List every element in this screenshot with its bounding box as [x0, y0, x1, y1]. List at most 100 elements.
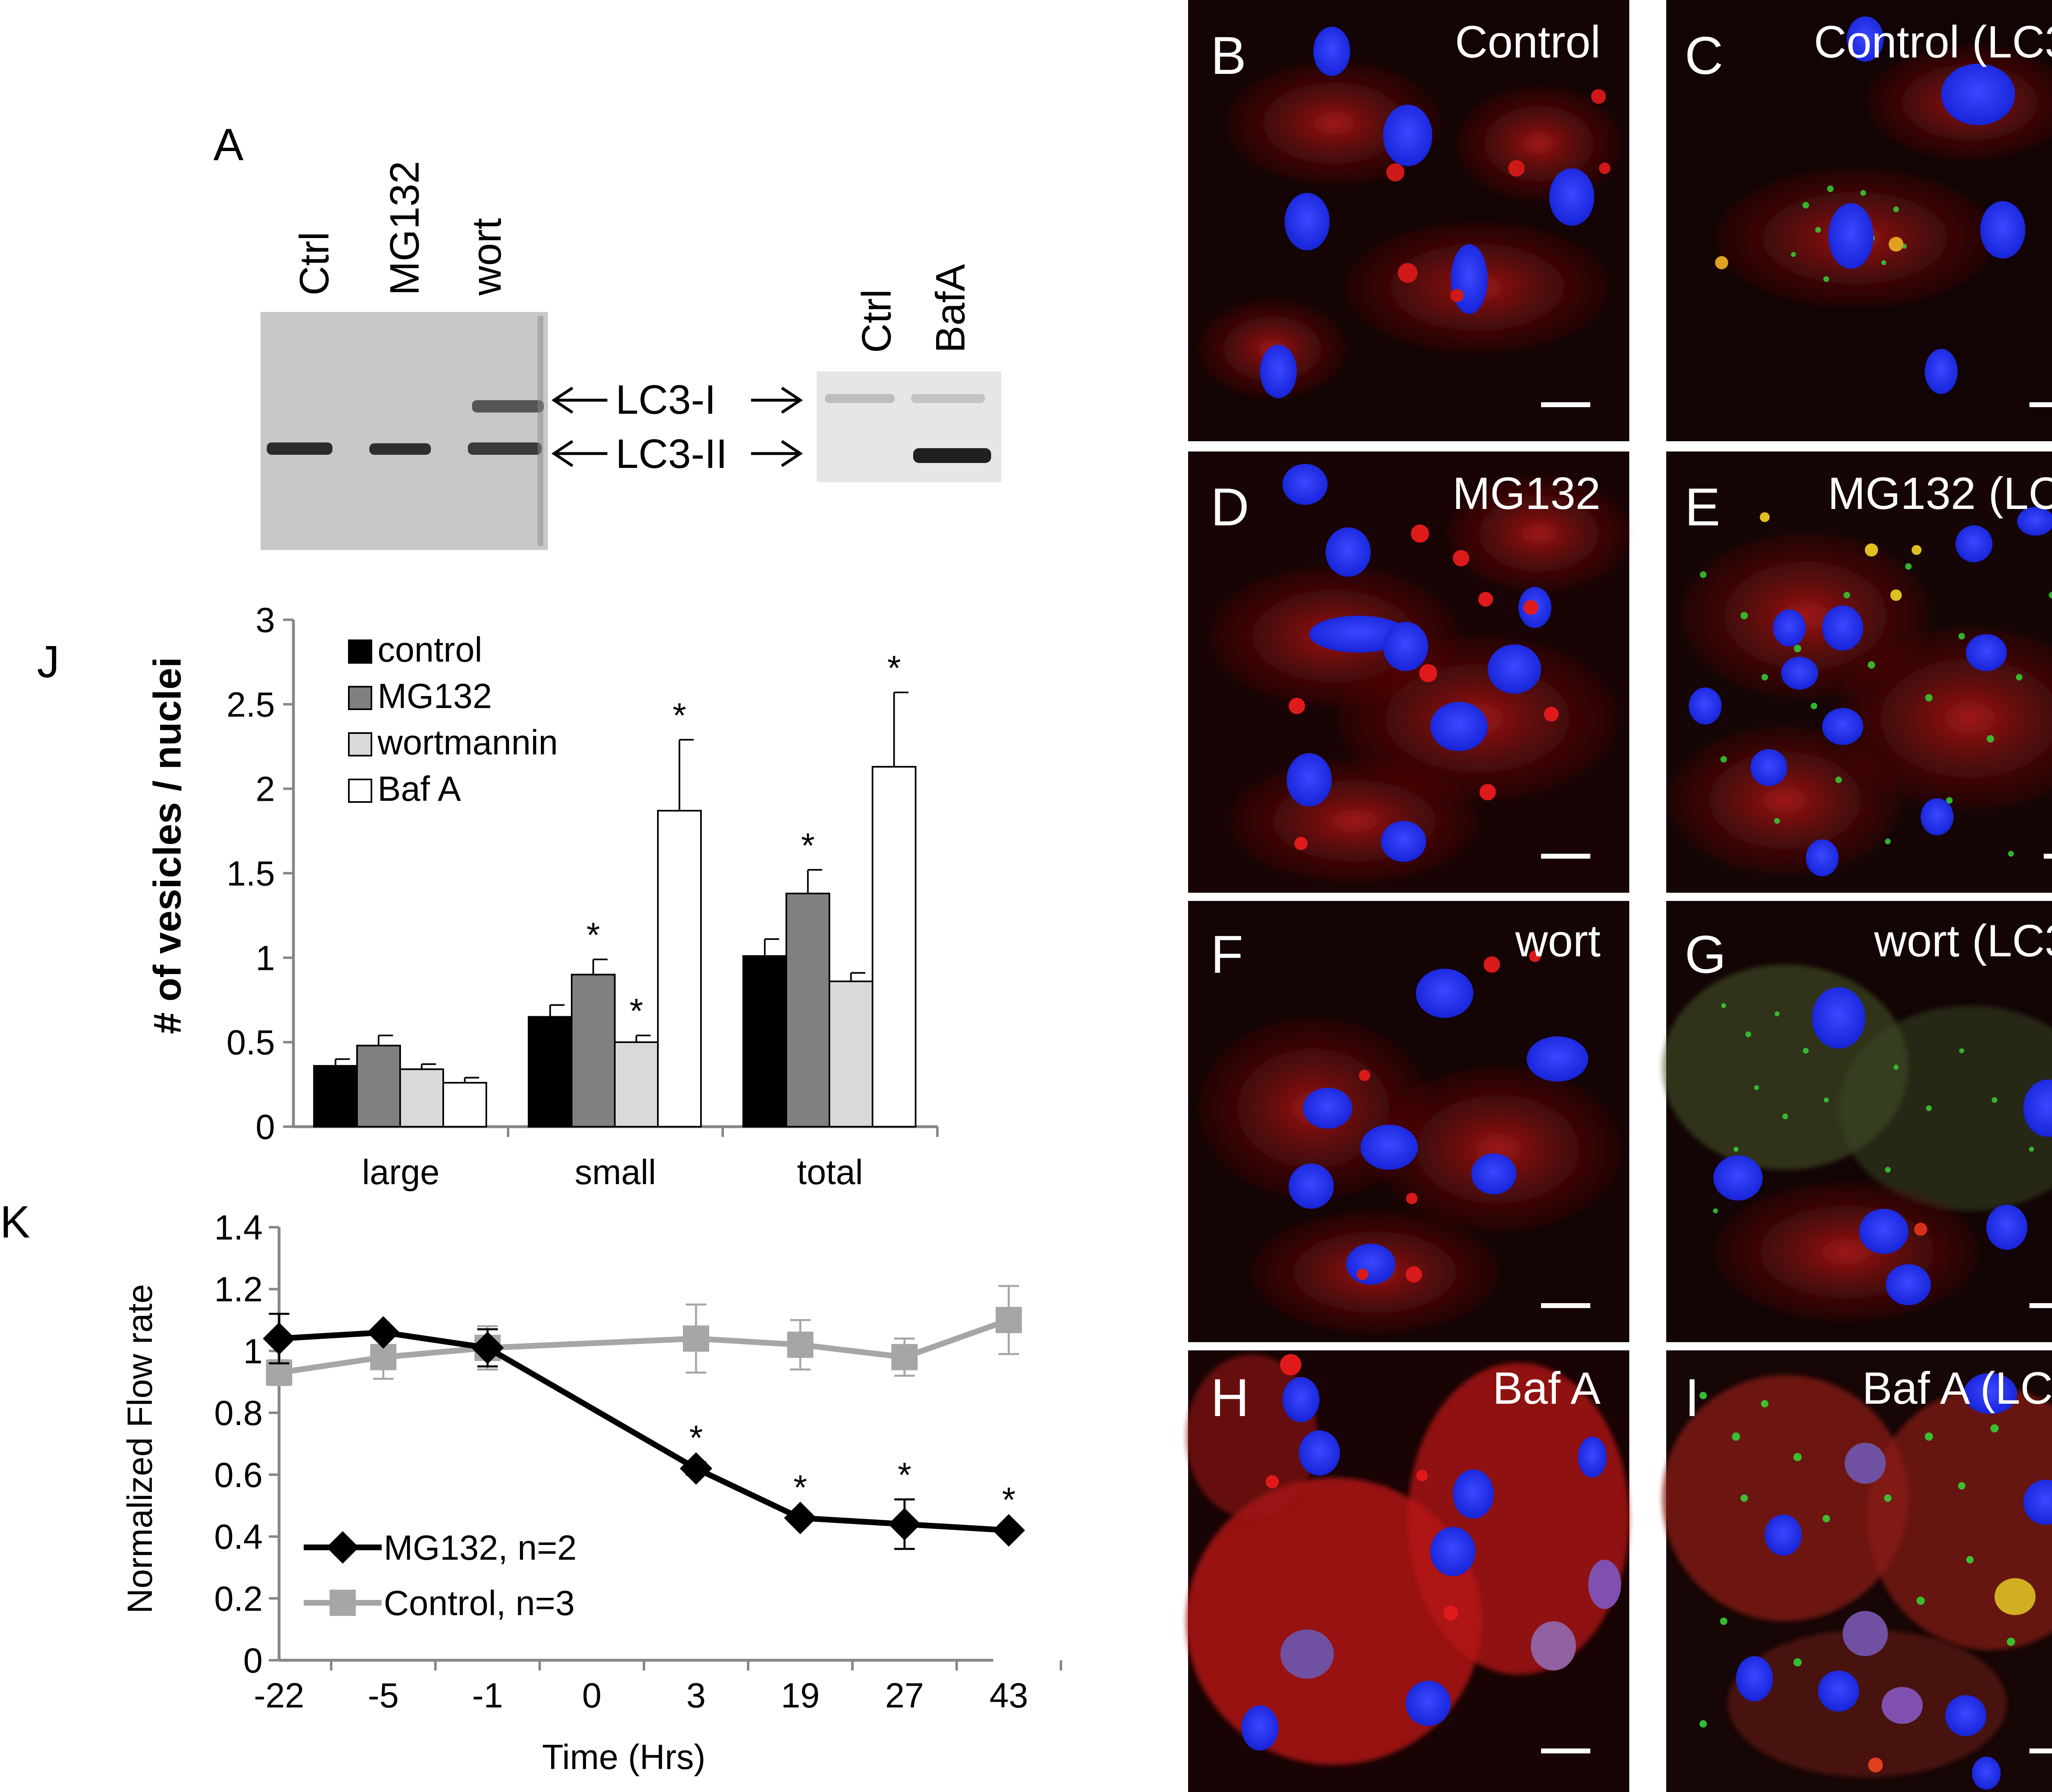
band-lc3-ii-bafa [913, 448, 991, 463]
chart-j-legend-label: MG132 [378, 677, 492, 716]
chart-j-legend-swatch [348, 639, 372, 664]
chart-j-legend-swatch [348, 779, 372, 803]
chart-j-bar [614, 1041, 659, 1128]
chart-j-bar [786, 892, 830, 1127]
chart-j-significance-marker: * [630, 992, 643, 1031]
chart-k-y-axis-label: Normalized Flow rate [121, 1284, 160, 1613]
panel-k: K Normalized Flow rate Time (Hrs) 0 0.2 0.… [0, 1197, 1062, 1777]
chart-k-x-axis-label: Time (Hrs) [542, 1738, 705, 1777]
chart-k-y-tick-label: 0.4 [214, 1518, 263, 1557]
chart-k-significance-marker: * [793, 1468, 807, 1507]
chart-j-y-axis-label: # of vesicles / nuclei [146, 657, 189, 1034]
micrograph-f-scale-bar [1541, 1303, 1590, 1308]
micrograph-f-label: wort [1515, 916, 1601, 966]
chart-k-y-tick-label: 1.4 [214, 1208, 263, 1247]
micrograph-g: G wort (LC3) [1662, 901, 2052, 1342]
chart-j-x-ticks: large small total [362, 1127, 939, 1192]
blot-lane-label-ctrl: Ctrl [291, 231, 337, 296]
blot-image-left [261, 312, 548, 550]
micrograph-i: I Baf A (LC3) [1662, 1350, 2052, 1792]
micrograph-c-vesicles [1715, 237, 1903, 269]
micrograph-e-label: MG132 (LC3) [1828, 468, 2052, 519]
chart-k-x-tick-label: 19 [781, 1676, 820, 1715]
chart-j-bar [657, 810, 702, 1127]
micrograph-i-vesicles [1868, 1758, 1883, 1772]
chart-k-legend-marker [326, 1531, 359, 1564]
band-lc3-i-wort [472, 400, 544, 412]
micrograph-e-nuclei [1689, 507, 2052, 876]
micrograph-g-label: wort (LC3) [1874, 916, 2052, 966]
micrograph-e-lc3-puncta [1700, 563, 2052, 857]
blot-lane-label-ctrl-right: Ctrl [854, 289, 900, 353]
micrograph-d-label: MG132 [1452, 468, 1601, 519]
micrograph-c-label: Control (LC3) [1814, 17, 2052, 67]
panel-j: J # of vesicles / nuclei 0 0.5 1 1.5 2 2.5 3 l… [37, 601, 939, 1192]
micrograph-e-cells [1670, 534, 2052, 874]
blot-lane-label-wort: wort [464, 218, 510, 296]
chart-j-legend-swatch [348, 686, 372, 710]
chart-k-legend-marker [330, 1590, 356, 1616]
micrograph-h-letter: H [1211, 1368, 1249, 1428]
micrograph-b-nuclei [1260, 27, 1594, 398]
micrograph-h-vesicles [1266, 1354, 1458, 1620]
micrograph-g-scale-bar [2029, 1303, 2052, 1308]
micrograph-h-cells [1186, 1354, 1629, 1765]
chart-k-significance-marker: * [898, 1456, 911, 1495]
micrograph-b-vesicles [1386, 89, 1610, 302]
chart-j-y-tick-label: 1.5 [227, 855, 275, 894]
chart-j-bar [399, 1068, 444, 1128]
chart-k-x-tick-label: -22 [254, 1676, 305, 1715]
blot-lane-label-mg132: MG132 [382, 161, 428, 296]
micrograph-h-nuclei [1241, 1377, 1621, 1751]
chart-k-point [680, 1452, 712, 1485]
panel-letter-k: K [0, 1197, 30, 1247]
chart-j-significance-marker: * [586, 916, 600, 955]
chart-j-legend-label: wortmannin [377, 723, 558, 762]
micrograph-d: D MG132 [1188, 451, 1629, 893]
chart-j-y-tick-label: 3 [256, 601, 275, 640]
micrograph-f-vesicles [1357, 951, 1541, 1283]
micrograph-g-vesicles [1914, 1223, 1927, 1236]
blot-edge-marks [538, 316, 543, 546]
micrograph-e: E MG132 (LC3) [1666, 451, 2052, 893]
micrograph-g-letter: G [1685, 924, 1726, 984]
band-faint-ctrl [825, 394, 895, 403]
chart-k-point [367, 1316, 400, 1349]
chart-j-bar [356, 1045, 401, 1127]
chart-j-legend: control MG132 wortmannin Baf A [348, 630, 558, 809]
micrograph-b-scale-bar [1541, 402, 1590, 407]
chart-k-point [263, 1322, 295, 1355]
panel-letter-j: J [37, 637, 60, 687]
micrograph-d-vesicles [1289, 525, 1559, 850]
chart-k-x-tick-label: 27 [885, 1676, 924, 1715]
chart-k-point [891, 1344, 918, 1370]
arrow-lc3-i-left [551, 387, 607, 414]
micrograph-c-nuclei [1828, 16, 2025, 394]
band-lc3-ii-mg132 [369, 443, 431, 455]
chart-j-x-tick-label: total [797, 1153, 863, 1192]
micrograph-i-label: Baf A (LC3) [1862, 1363, 2052, 1414]
chart-k-y-tick-label: 0.2 [214, 1579, 263, 1618]
micrograph-f: F wort [1188, 901, 1629, 1342]
chart-j-bar [528, 1016, 573, 1128]
chart-j-bar [442, 1082, 487, 1127]
micrograph-h-scale-bar [1541, 1748, 1590, 1753]
chart-j-significance-marker: * [887, 649, 901, 688]
micrograph-i-nuclei [1736, 1373, 2052, 1790]
micrograph-f-nuclei [1289, 969, 1588, 1285]
chart-k-point [992, 1514, 1025, 1547]
band-lc3-ii-ctrl [267, 442, 332, 455]
chart-k-x-ticks: -22 -5 -1 0 3 19 27 43 [254, 1660, 1062, 1715]
chart-j-bar [571, 974, 616, 1127]
micrograph-f-letter: F [1211, 924, 1243, 984]
chart-j-x-tick-label: small [575, 1153, 656, 1192]
chart-j-y-tick-label: 1 [256, 939, 275, 978]
micrograph-c-letter: C [1685, 25, 1723, 85]
chart-j-y-ticks: 0 0.5 1 1.5 2 2.5 3 [227, 601, 293, 1147]
chart-k-y-tick-label: 0.6 [214, 1456, 263, 1495]
chart-k-y-tick-label: 1 [243, 1332, 263, 1371]
blot-image-right [817, 371, 1001, 482]
chart-k-legend-label: MG132, n=2 [384, 1528, 577, 1567]
chart-j-bars: * * * * * [313, 649, 916, 1128]
